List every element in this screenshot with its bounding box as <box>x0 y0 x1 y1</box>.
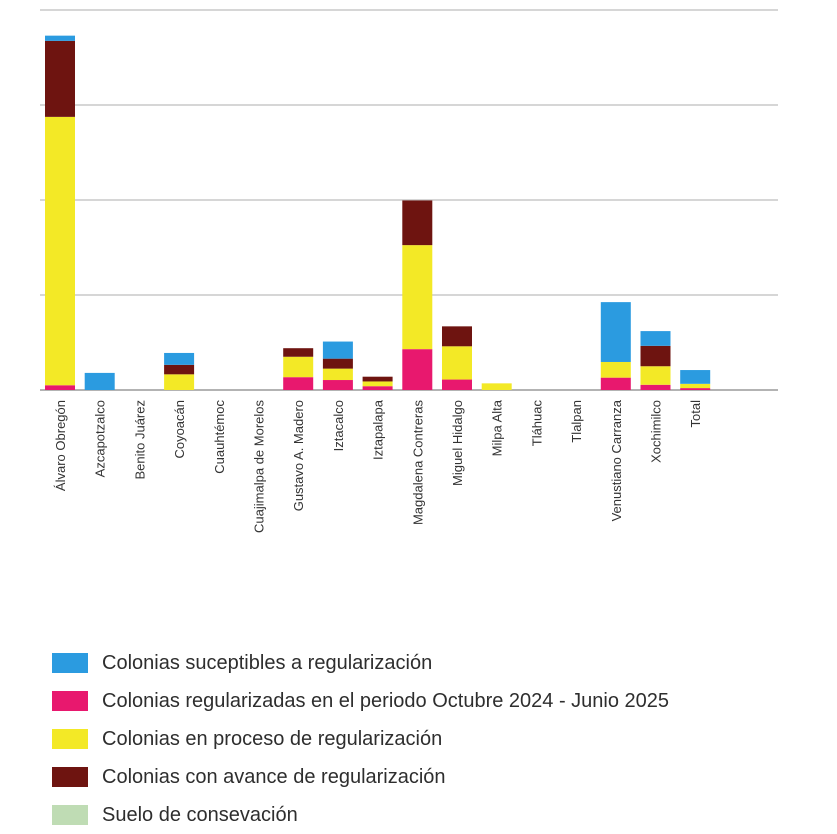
bar-segment-total-colonias-regularizadas-e <box>680 388 711 390</box>
bar-segment-iztacalco-colonias-suceptibles-a-r <box>322 341 353 359</box>
x-tick-label: Azcapotzalco <box>93 400 108 477</box>
x-tick-label: Venustiano Carranza <box>609 399 624 521</box>
x-tick-label: Álvaro Obregón <box>53 400 68 491</box>
legend: Colonias suceptibles a regularización Co… <box>52 644 669 834</box>
bar-segment-xochimilco-colonias-regularizadas-e <box>640 384 671 390</box>
legend-label: Colonias suceptibles a regularización <box>102 651 433 674</box>
bar-segment-miguel-hidalgo-colonias-con-avance-de-r <box>442 326 472 347</box>
bar-segment-alvaro-obregon-colonias-en-proceso-de-r <box>45 116 75 386</box>
bar-segment-magdalena-contreras-colonias-regularizadas-e <box>402 349 433 390</box>
bar-segment-total-colonias-suceptibles-a-r <box>680 370 711 384</box>
bar-segment-azcapotzalco-colonias-suceptibles-a-r <box>84 372 115 390</box>
bar-segment-iztacalco-colonias-regularizadas-e <box>322 380 353 390</box>
bar-segment-xochimilco-colonias-con-avance-de-r <box>640 345 671 367</box>
legend-label: Suelo de consevación <box>102 803 298 826</box>
legend-item-con-avance: Colonias con avance de regularización <box>52 758 669 796</box>
bar-segment-iztapalapa-colonias-regularizadas-e <box>362 386 393 390</box>
x-tick-label: Cuajimalpa de Morelos <box>252 400 267 533</box>
bar-segment-iztacalco-colonias-en-proceso-de-r <box>322 368 353 381</box>
x-tick-label: Milpa Alta <box>490 399 505 456</box>
x-tick-label: Miguel Hidalgo <box>450 400 465 486</box>
bar-segment-alvaro-obregon-colonias-con-avance-de-r <box>45 40 75 117</box>
x-tick-label: Benito Juárez <box>132 400 147 480</box>
bar-segment-gustavo-a-madero-colonias-en-proceso-de-r <box>283 356 314 378</box>
stacked-bar-chart: Álvaro Obregón Azcapotzalco Benito Juárez C… <box>40 9 778 533</box>
legend-swatch <box>52 767 88 787</box>
legend-item-regularizadas: Colonias regularizadas en el periodo Oct… <box>52 682 669 720</box>
category-labels: Álvaro Obregón Azcapotzalco Benito Juárez C… <box>53 399 703 533</box>
bar-segment-gustavo-a-madero-colonias-regularizadas-e <box>283 377 314 390</box>
x-tick-label: Xochimilco <box>649 400 664 463</box>
bar-segment-magdalena-contreras-colonias-en-proceso-de-r <box>402 245 433 350</box>
bar-segment-gustavo-a-madero-colonias-con-avance-de-r <box>283 348 314 357</box>
legend-label: Colonias en proceso de regularización <box>102 727 443 750</box>
bar-segment-coyoacan-colonias-con-avance-de-r <box>164 364 195 375</box>
legend-label: Colonias con avance de regularización <box>102 765 446 788</box>
legend-swatch <box>52 691 88 711</box>
legend-swatch <box>52 729 88 749</box>
bar-segment-milpa-alta-colonias-en-proceso-de-r <box>481 383 512 390</box>
x-tick-label: Gustavo A. Madero <box>291 400 306 511</box>
legend-swatch <box>52 653 88 673</box>
bar-segment-iztacalco-colonias-con-avance-de-r <box>322 358 353 369</box>
x-tick-label: Tlalpan <box>569 400 584 443</box>
bar-segment-venustiano-carranza-colonias-suceptibles-a-r <box>600 302 631 362</box>
bar-segment-coyoacan-colonias-en-proceso-de-r <box>164 374 195 390</box>
x-tick-label: Cuauhtémoc <box>212 400 227 474</box>
bars <box>45 35 711 390</box>
bar-segment-alvaro-obregon-colonias-regularizadas-e <box>45 385 75 390</box>
bar-segment-xochimilco-colonias-suceptibles-a-r <box>640 331 671 346</box>
bar-segment-coyoacan-colonias-suceptibles-a-r <box>164 352 195 365</box>
x-tick-label: Iztapalapa <box>371 399 386 460</box>
bar-segment-miguel-hidalgo-colonias-regularizadas-e <box>442 379 472 390</box>
x-tick-label: Coyoacán <box>172 400 187 459</box>
x-tick-label: Iztacalco <box>331 400 346 451</box>
legend-item-susceptibles: Colonias suceptibles a regularización <box>52 644 669 682</box>
legend-item-suelo-conservacion: Suelo de consevación <box>52 796 669 834</box>
bar-segment-miguel-hidalgo-colonias-en-proceso-de-r <box>442 346 472 380</box>
x-tick-label: Total <box>688 400 703 428</box>
bar-segment-alvaro-obregon-colonias-suceptibles-a-r <box>45 35 75 41</box>
bar-segment-magdalena-contreras-colonias-con-avance-de-r <box>402 200 433 246</box>
bar-segment-iztapalapa-colonias-con-avance-de-r <box>362 376 393 382</box>
bar-segment-iztapalapa-colonias-en-proceso-de-r <box>362 381 393 387</box>
legend-item-en-proceso: Colonias en proceso de regularización <box>52 720 669 758</box>
legend-label: Colonias regularizadas en el periodo Oct… <box>102 689 670 712</box>
x-tick-label: Magdalena Contreras <box>410 400 425 526</box>
bar-segment-venustiano-carranza-colonias-en-proceso-de-r <box>600 361 631 378</box>
bar-segment-total-colonias-en-proceso-de-r <box>680 383 711 389</box>
legend-swatch <box>52 805 88 825</box>
x-tick-label: Tláhuac <box>529 400 544 447</box>
bar-segment-venustiano-carranza-colonias-regularizadas-e <box>600 377 631 390</box>
bar-segment-xochimilco-colonias-en-proceso-de-r <box>640 366 671 385</box>
